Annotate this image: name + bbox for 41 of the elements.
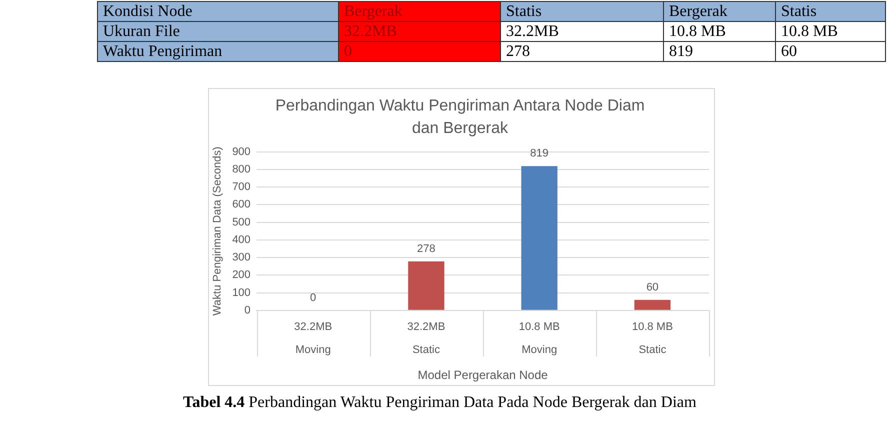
data-label: 0 bbox=[310, 292, 316, 304]
x-tick-label: 10.8 MB Static bbox=[632, 320, 673, 356]
text: Bergerak bbox=[664, 2, 776, 22]
x-tick-label: 32.2MB Static bbox=[407, 320, 446, 356]
y-tick-label: 300 bbox=[232, 252, 251, 264]
y-tick-label: 800 bbox=[232, 163, 251, 176]
text: Ukuran File bbox=[98, 22, 338, 42]
bar bbox=[634, 300, 671, 310]
y-tick-label: 200 bbox=[232, 269, 251, 282]
x-tick-label: 10.8 MB Moving bbox=[518, 320, 560, 356]
bar bbox=[408, 261, 444, 310]
y-axis-title: Waktu Pengiriman Data (Seconds) bbox=[212, 146, 224, 316]
y-tick-label: 500 bbox=[232, 216, 251, 228]
text: 10.8 MB bbox=[664, 22, 776, 42]
data-label: 278 bbox=[417, 242, 436, 255]
x-axis-title: Model Pergerakan Node bbox=[418, 368, 548, 382]
text: 60 bbox=[776, 42, 886, 62]
y-tick-label: 0 bbox=[244, 304, 251, 316]
chart-title: Perbandingan Waktu Pengiriman Antara Node Diam dan Bergerak bbox=[275, 98, 645, 138]
text: 0 bbox=[338, 42, 500, 62]
text: Statis bbox=[500, 2, 664, 22]
text: 32.2MB bbox=[500, 22, 664, 42]
bar bbox=[521, 166, 558, 310]
text: Tabel 4.4 bbox=[183, 394, 245, 411]
x-tick-label: 32.2MB Moving bbox=[294, 320, 332, 356]
text: 819 bbox=[664, 42, 776, 62]
text: Kondisi Node bbox=[98, 2, 338, 22]
text: 32.2MB bbox=[338, 22, 500, 42]
text: Waktu Pengiriman bbox=[98, 42, 338, 62]
data-label: 60 bbox=[646, 281, 659, 294]
y-tick-label: 100 bbox=[232, 286, 251, 299]
text: Perbandingan Waktu Pengiriman Data Pada Node Bergerak dan Diam bbox=[248, 394, 696, 411]
text: 278 bbox=[500, 42, 664, 62]
y-tick-label: 700 bbox=[232, 181, 251, 194]
text: Statis bbox=[776, 2, 886, 22]
y-tick-label: 400 bbox=[232, 234, 251, 246]
y-tick-label: 600 bbox=[232, 198, 251, 211]
y-tick-label: 900 bbox=[232, 146, 251, 158]
text: Bergerak bbox=[338, 2, 500, 22]
data-label: 819 bbox=[530, 148, 549, 160]
text: 10.8 MB bbox=[776, 22, 886, 42]
